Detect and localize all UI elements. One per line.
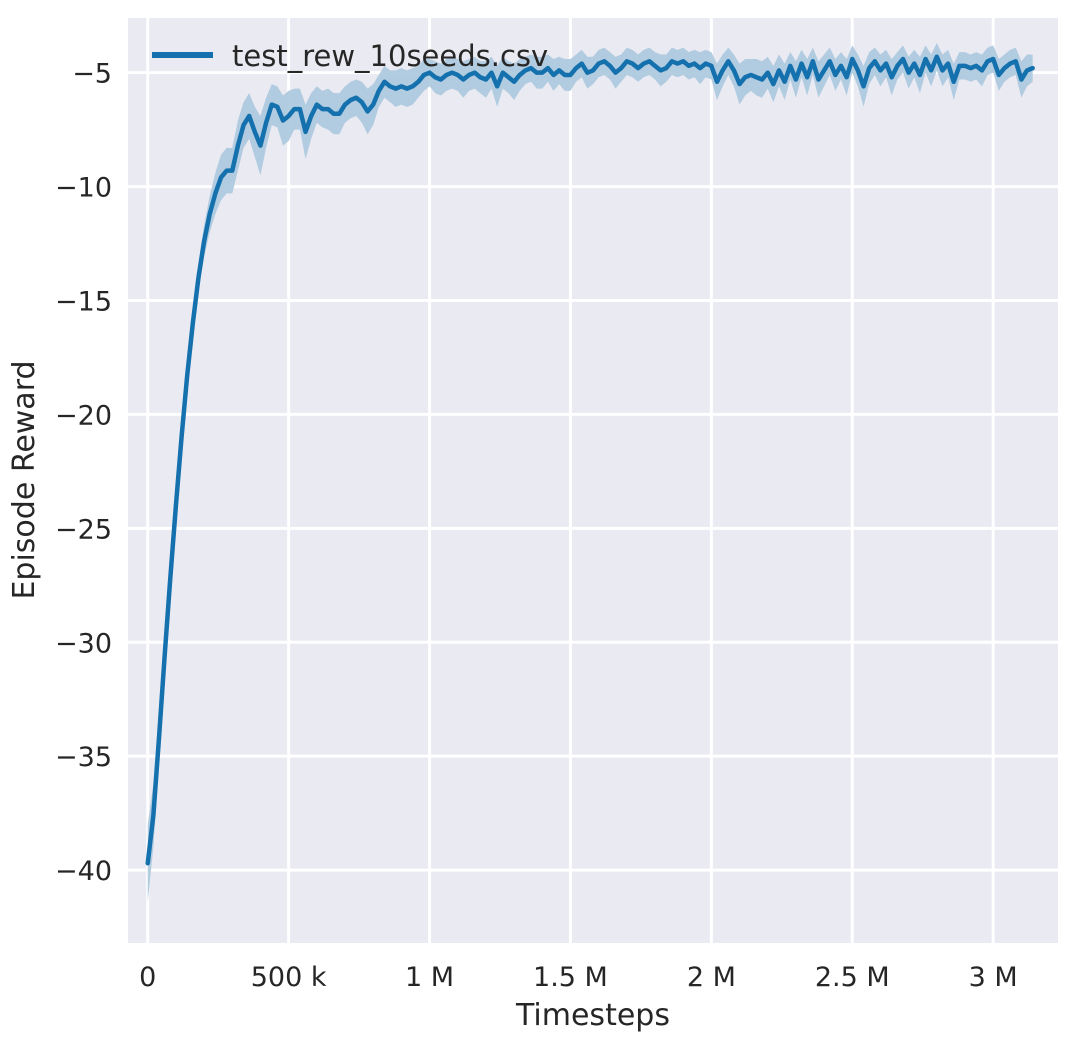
y-tick-label-5: −30 (55, 628, 112, 659)
confidence-band (147, 43, 1033, 902)
x-tick-label-2: 1 M (405, 962, 454, 993)
y-tick-label-1: −10 (55, 173, 112, 204)
x-tick-label-5: 2.5 M (815, 962, 890, 993)
series-line (145, 54, 1035, 866)
y-tick-label-0: −5 (72, 59, 112, 90)
x-tick-label-0: 0 (139, 962, 156, 993)
y-axis-title: Episode Reward (7, 360, 42, 599)
x-tick-label-4: 2 M (687, 962, 736, 993)
x-axis-title: Timesteps (515, 998, 670, 1033)
legend: test_rew_10seeds.csv (152, 39, 548, 73)
y-tick-label-2: −15 (55, 287, 112, 318)
y-tick-label-6: −35 (55, 742, 112, 773)
x-tick-label-6: 3 M (969, 962, 1018, 993)
y-tick-label-7: −40 (55, 856, 112, 887)
x-gridlines (146, 18, 995, 943)
legend-label-0: test_rew_10seeds.csv (232, 39, 548, 73)
x-tick-label-1: 500 k (251, 962, 327, 993)
y-gridlines (128, 71, 1058, 872)
y-tick-label-4: −25 (55, 514, 112, 545)
x-tick-label-3: 1.5 M (533, 962, 608, 993)
x-tick-labels: 0 500 k 1 M 1.5 M 2 M 2.5 M 3 M (139, 962, 1018, 993)
y-tick-label-3: −20 (55, 400, 112, 431)
axes-background (128, 18, 1058, 943)
y-tick-labels: −5 −10 −15 −20 −25 −30 −35 −40 (55, 59, 112, 887)
